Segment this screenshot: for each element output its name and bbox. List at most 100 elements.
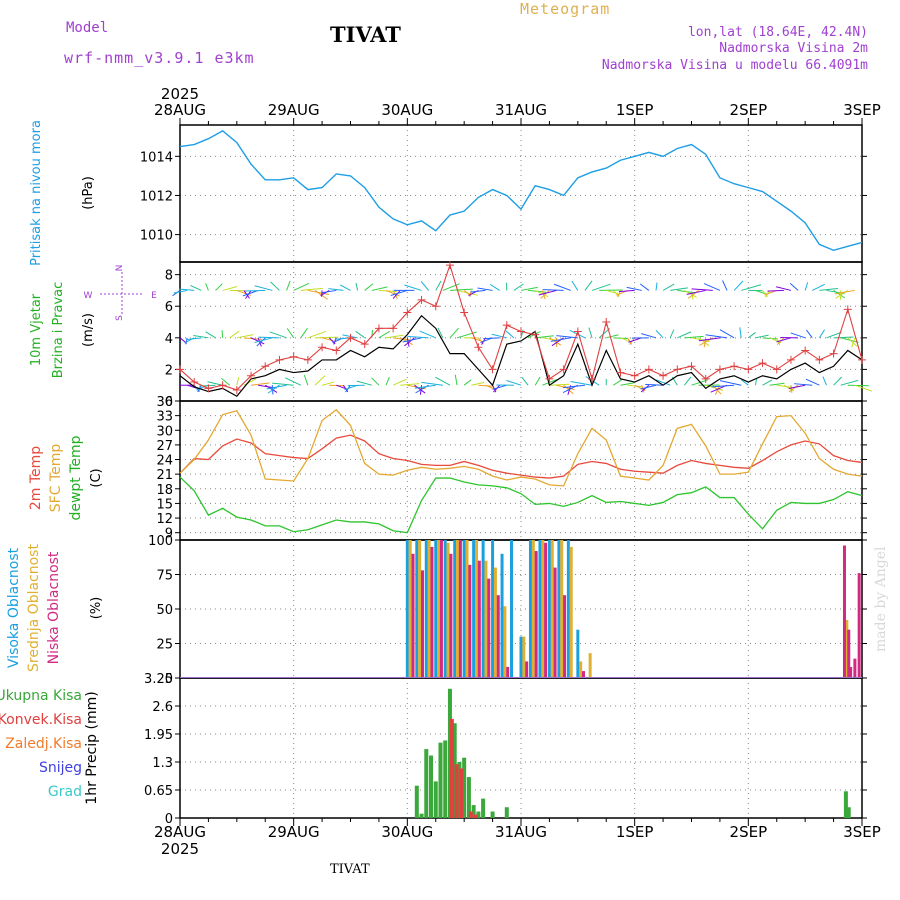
wind-arrow — [215, 283, 223, 291]
wind-gust-marker — [289, 352, 298, 361]
x-tick-label-top: 3SEP — [843, 101, 881, 119]
wind-arrow — [286, 280, 291, 291]
x-tick-label-bottom: 31AUG — [495, 823, 547, 841]
precip-bar-konvekkisa — [468, 811, 473, 818]
wind-arrow — [714, 384, 721, 396]
wind-arrow — [314, 336, 339, 339]
wind-arrow — [435, 376, 451, 386]
wind-gust-marker — [403, 308, 412, 317]
compass-w: W — [84, 291, 93, 301]
wind-gust-marker — [389, 324, 398, 333]
wind-arrow — [833, 336, 854, 339]
precip-bar-ukupnakisa — [419, 813, 424, 818]
wind-gust-marker — [360, 340, 369, 349]
compass-n: N — [115, 265, 125, 272]
wind-arrow — [250, 337, 265, 345]
precip-ylabel: 1hr Precip (mm) — [84, 691, 100, 804]
clouds-ytick-label: 50 — [156, 603, 173, 618]
cloud-units: (%) — [89, 597, 104, 620]
cloud-bar-srednja — [560, 540, 564, 678]
wind-arrow — [286, 328, 295, 339]
wind-arrow — [392, 290, 401, 299]
wind-arrow — [684, 335, 704, 339]
x-tick-label-bottom: 30AUG — [381, 823, 433, 841]
wind-arrow — [242, 289, 259, 297]
precip-bar-ukupnakisa — [429, 755, 434, 818]
wind-arrow — [618, 289, 635, 293]
wind-arrow — [540, 290, 550, 299]
wind-arrow — [705, 334, 728, 339]
wind-arrow — [300, 287, 323, 291]
precip-bar-ukupnakisa — [438, 742, 443, 818]
wind-arrow — [506, 379, 522, 386]
wind-arrow — [669, 329, 675, 339]
wind-arrow — [258, 336, 280, 339]
pressure-ytick-label: 1014 — [140, 150, 173, 165]
cloud-bar-niska — [468, 564, 472, 678]
x-tick-label-top: 2SEP — [730, 101, 768, 119]
wind-gust-marker — [531, 330, 540, 339]
wind-arrow — [221, 330, 224, 338]
wind-arrow — [404, 284, 422, 291]
temp-2m-temp-line — [179, 434, 863, 479]
wind-gust-marker — [644, 365, 653, 374]
wind-gust-marker — [488, 365, 497, 374]
wind-arrow — [400, 383, 420, 386]
wind-gust-marker — [744, 365, 753, 374]
cloud-bar-visoka — [557, 540, 561, 678]
wind-arrow — [833, 376, 843, 386]
wind-arrow — [834, 289, 855, 295]
wind-arrow — [626, 286, 642, 291]
wind-speed-line — [179, 314, 863, 398]
altitude-text: Nadmorska Visina 2m — [719, 41, 868, 56]
cloud-bar-visoka — [434, 540, 438, 678]
wind-arrow — [655, 330, 664, 339]
cloud-bar-visoka — [405, 540, 409, 678]
wind-arrow — [762, 379, 773, 386]
precip-bar-ukupnakisa — [466, 777, 471, 818]
wind-arrow — [186, 337, 202, 341]
wind-arrow — [719, 329, 735, 339]
wind-arrow — [628, 337, 642, 343]
year-label-bottom: 2025 — [161, 840, 199, 858]
wind-arrow — [553, 283, 571, 291]
wind-arrow — [847, 337, 858, 347]
wind-arrow — [613, 379, 622, 386]
wind-arrow — [339, 284, 351, 291]
wind-arrow — [172, 290, 181, 297]
wind-arrow — [420, 281, 430, 291]
temperature-ytick-label: 9 — [165, 527, 173, 542]
cloud-bar-visoka — [510, 540, 514, 678]
wind-ytick-label: 0 — [165, 395, 173, 410]
wind-arrow — [684, 376, 692, 386]
cloud-bar-niska — [853, 658, 857, 678]
wind-arrow — [270, 281, 280, 291]
precip-bar-konvekkisa — [454, 764, 459, 818]
wind-arrow — [662, 283, 675, 291]
wind-arrow — [454, 374, 458, 386]
wind-gust-marker — [176, 365, 184, 374]
cloud-bar-srednja — [474, 540, 478, 678]
cloud-bar-srednja — [418, 540, 422, 678]
x-tick-label-top: 28AUG — [154, 101, 206, 119]
wind-arrow — [584, 280, 593, 291]
x-tick-label-bottom: 28AUG — [154, 823, 206, 841]
cloud-bar-srednja — [541, 540, 545, 678]
cloud-bar-srednja — [569, 546, 573, 678]
wind-gust-marker — [431, 302, 440, 311]
wind-arrow — [549, 337, 562, 346]
cloud-bar-niska — [439, 540, 443, 678]
wind-arrow — [556, 335, 578, 339]
wind-arrow — [470, 289, 486, 293]
wind-gust-marker — [602, 318, 611, 327]
wind-arrow — [640, 384, 650, 393]
x-tick-label-top: 29AUG — [268, 101, 320, 119]
wind-gust-marker — [815, 355, 824, 364]
clouds-ytick-label: 0 — [165, 672, 173, 687]
cloud-bar-visoka — [443, 540, 447, 678]
temp-ylabel3: dewpt Temp — [68, 435, 84, 520]
wind-gust-marker — [232, 385, 241, 394]
pressure-line — [179, 130, 863, 251]
wind-arrow — [588, 327, 593, 338]
